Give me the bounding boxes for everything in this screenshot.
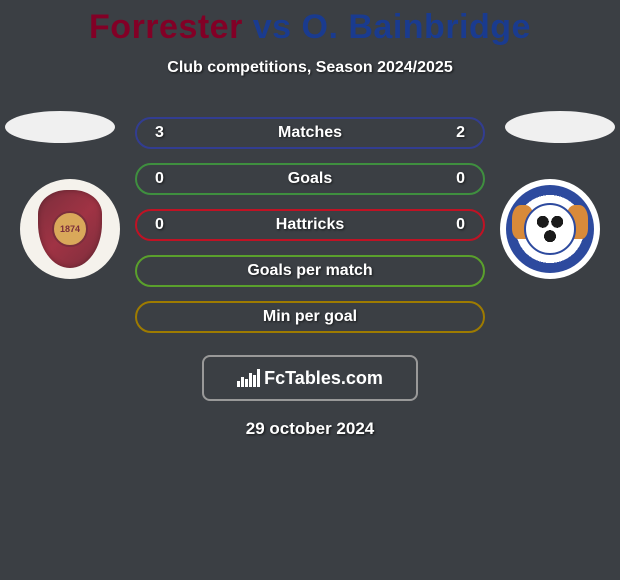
player1-avatar-placeholder xyxy=(5,111,115,143)
stat-label: Hattricks xyxy=(276,216,344,234)
stats-list: 3 Matches 2 0 Goals 0 0 Hattricks 0 Goal… xyxy=(135,117,485,333)
watermark-text: FcTables.com xyxy=(264,368,383,389)
stat-right-value: 2 xyxy=(445,124,465,142)
player2-name: O. Bainbridge xyxy=(302,8,531,46)
stat-right-value: 0 xyxy=(445,170,465,188)
player1-name: Forrester xyxy=(89,8,243,46)
hearts-crest-icon: 1874 xyxy=(38,190,102,268)
subtitle: Club competitions, Season 2024/2025 xyxy=(0,59,620,77)
watermark: FcTables.com xyxy=(202,355,418,401)
comparison-card: Forrester vs O. Bainbridge Club competit… xyxy=(0,0,620,439)
title-vs: vs xyxy=(243,8,302,46)
club-badge-right xyxy=(500,179,600,279)
main-area: 1874 3 Matches 2 0 Goals 0 0 Ha xyxy=(0,117,620,439)
stat-row-matches: 3 Matches 2 xyxy=(135,117,485,149)
page-title: Forrester vs O. Bainbridge xyxy=(0,8,620,47)
date: 29 october 2024 xyxy=(0,419,620,439)
stat-left-value: 0 xyxy=(155,170,175,188)
kilmarnock-crest-icon xyxy=(506,185,594,273)
stat-label: Goals per match xyxy=(247,262,372,280)
stat-label: Min per goal xyxy=(263,308,357,326)
stat-row-min-per-goal: Min per goal xyxy=(135,301,485,333)
stat-label: Goals xyxy=(288,170,332,188)
football-icon xyxy=(524,203,576,255)
stat-row-goals: 0 Goals 0 xyxy=(135,163,485,195)
stat-label: Matches xyxy=(278,124,342,142)
bar-chart-icon xyxy=(237,369,260,387)
stat-row-hattricks: 0 Hattricks 0 xyxy=(135,209,485,241)
stat-left-value: 3 xyxy=(155,124,175,142)
player2-avatar-placeholder xyxy=(505,111,615,143)
stat-right-value: 0 xyxy=(445,216,465,234)
club-badge-left: 1874 xyxy=(20,179,120,279)
stat-left-value: 0 xyxy=(155,216,175,234)
stat-row-goals-per-match: Goals per match xyxy=(135,255,485,287)
hearts-crest-year: 1874 xyxy=(52,211,88,247)
